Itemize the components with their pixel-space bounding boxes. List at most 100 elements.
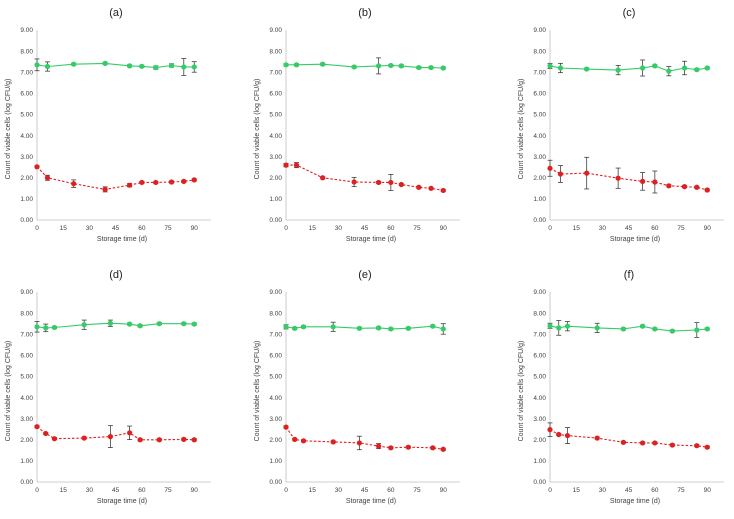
data-point-red [300,438,307,444]
y-tick-label: 2.00 [269,175,282,182]
y-axis-title: Count of viable cells (log CFU/g) [518,79,525,180]
x-tick-label: 0 [284,487,288,494]
data-point-red [181,436,187,442]
x-tick-label: 75 [677,487,685,494]
data-point-green [440,326,446,332]
data-point-red [137,437,143,443]
y-tick-label: 4.00 [269,133,282,140]
x-tick-label: 0 [548,487,552,494]
data-point-green [300,324,307,330]
y-tick-label: 9.00 [20,27,33,34]
y-tick-label: 6.00 [20,91,33,98]
series-line-green [36,62,195,69]
y-tick-label: 4.00 [533,133,546,140]
x-axis-title: Storage time (d) [346,236,396,243]
data-point-green [283,324,289,330]
x-tick-label: 15 [60,487,68,494]
y-tick-label: 8.00 [533,310,546,317]
data-point-red [127,182,133,188]
chart-panel-3: (d) 0.00 1.00 2.00 3.00 4.00 5.00 6.00 7.00 8.00 9… [5,269,211,505]
data-point-green [388,62,394,69]
x-axis-title: Storage time (d) [610,236,660,243]
x-axis-title: Storage time (d) [97,236,147,243]
data-point-red [398,181,404,188]
panel-title: (c) [623,7,636,19]
y-tick-label: 8.00 [269,310,282,317]
y-tick-label: 1.00 [269,458,282,465]
data-point-red [440,187,446,194]
data-point-red [640,440,646,446]
x-tick-label: 45 [625,487,633,494]
data-point-red [330,439,336,445]
x-tick-label: 15 [573,487,581,494]
data-point-green [704,326,710,332]
data-point-green [547,63,553,69]
data-point-green [330,324,336,330]
data-point-red [584,170,590,176]
x-tick-label: 0 [284,225,288,232]
data-point-red [156,437,162,443]
series-line-red [549,429,708,448]
panel-title: (a) [109,7,122,19]
y-tick-label: 6.00 [269,353,282,360]
series-line-red [549,167,708,191]
data-point-red [428,185,434,191]
data-point-red [681,184,688,190]
data-point-green [34,324,40,330]
data-point-red [44,175,51,181]
data-point-green [584,66,590,72]
data-point-red [564,432,571,439]
data-point-green [666,68,672,74]
series-line-red [286,164,444,191]
data-point-red [666,183,672,189]
data-point-green [430,323,436,329]
y-tick-label: 5.00 [533,374,546,381]
series-line-red [285,426,444,450]
data-point-red [376,443,382,449]
data-point-green [107,320,113,326]
data-point-red [556,431,562,438]
data-point-red [620,439,626,445]
data-point-green [428,64,434,71]
x-tick-label: 90 [440,487,448,494]
data-point-red [388,179,394,186]
panel-title: (f) [624,269,634,281]
data-point-red [704,187,710,193]
data-point-green [594,325,600,331]
y-tick-label: 7.00 [533,331,546,338]
series-line-red [36,426,195,441]
y-tick-label: 4.00 [20,133,33,140]
data-point-green [652,326,658,332]
x-tick-label: 30 [335,225,343,232]
x-tick-label: 0 [35,487,39,494]
x-tick-label: 30 [599,487,607,494]
data-point-red [292,436,298,442]
data-point-red [615,175,621,181]
y-tick-label: 4.00 [20,395,33,402]
data-point-green [81,322,87,328]
data-point-red [669,442,675,448]
y-tick-label: 0.00 [533,479,546,486]
data-point-green [557,65,564,71]
data-point-green [283,62,289,68]
x-tick-label: 60 [651,487,659,494]
x-tick-label: 15 [573,225,581,232]
x-tick-label: 30 [86,487,94,494]
data-point-red [594,435,600,441]
x-tick-label: 15 [309,225,317,232]
x-axis-title: Storage time (d) [97,498,147,505]
y-tick-label: 8.00 [269,48,282,55]
x-tick-label: 30 [86,225,94,232]
data-point-red [640,178,646,184]
data-point-red [34,164,40,170]
data-point-red [694,184,700,190]
data-point-green [416,64,422,71]
data-point-green [71,61,77,67]
chart-panel-1: (b) 0.00 1.00 2.00 3.00 4.00 5.00 6.00 7.00 8.00 9… [254,7,460,243]
series-line-green [285,325,444,330]
chart-panel-5: (f) 0.00 1.00 2.00 3.00 4.00 5.00 6.00 7.00 8.00 9… [518,269,724,505]
y-tick-label: 9.00 [533,27,546,34]
x-tick-label: 90 [704,225,712,232]
y-tick-label: 1.00 [533,196,546,203]
